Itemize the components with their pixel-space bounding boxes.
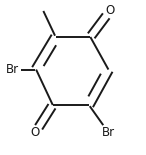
Text: Br: Br [102, 126, 115, 139]
Text: O: O [105, 4, 114, 18]
Text: O: O [31, 126, 40, 139]
Text: Br: Br [5, 63, 19, 76]
